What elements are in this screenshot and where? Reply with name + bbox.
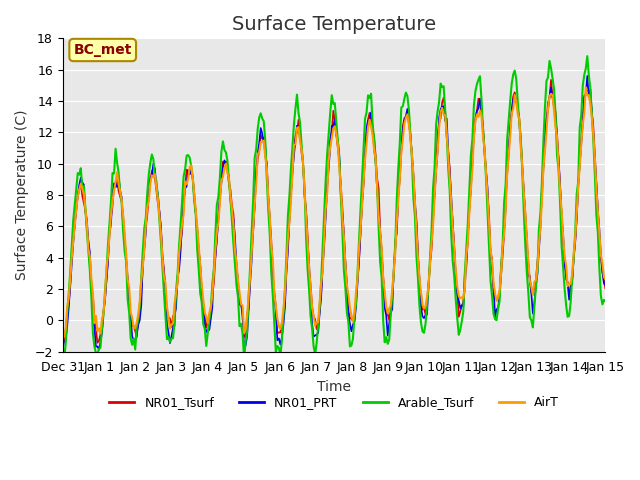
NR01_Tsurf [250,229,257,235]
AirT [239,303,246,309]
NR01_PRT [602,282,609,288]
AirT [296,139,304,144]
NR01_Tsurf [222,158,230,164]
X-axis label: Time: Time [317,380,351,394]
NR01_PRT [250,228,257,233]
Title: Surface Temperature: Surface Temperature [232,15,436,34]
Arable_Tsurf [298,142,305,147]
Line: NR01_Tsurf: NR01_Tsurf [63,80,605,343]
Arable_Tsurf [250,197,257,203]
AirT [125,284,133,290]
NR01_PRT [573,215,580,221]
Arable_Tsurf [222,150,230,156]
AirT [59,336,67,342]
Arable_Tsurf [59,353,67,359]
Y-axis label: Surface Temperature (C): Surface Temperature (C) [15,110,29,280]
NR01_PRT [127,314,134,320]
Legend: NR01_Tsurf, NR01_PRT, Arable_Tsurf, AirT: NR01_Tsurf, NR01_PRT, Arable_Tsurf, AirT [104,391,564,414]
NR01_Tsurf [602,286,609,292]
NR01_PRT [59,346,67,352]
Arable_Tsurf [240,356,248,361]
AirT [221,165,228,171]
Line: AirT: AirT [63,87,605,339]
AirT [602,276,609,282]
Arable_Tsurf [602,299,609,304]
Arable_Tsurf [584,53,591,59]
NR01_Tsurf [547,77,555,83]
AirT [582,84,589,90]
NR01_Tsurf [298,150,305,156]
AirT [572,234,579,240]
NR01_PRT [222,162,230,168]
NR01_PRT [298,144,305,150]
NR01_Tsurf [240,333,248,338]
AirT [248,250,255,255]
NR01_Tsurf [574,185,582,191]
NR01_PRT [95,347,103,352]
Line: Arable_Tsurf: Arable_Tsurf [63,56,605,360]
Line: NR01_PRT: NR01_PRT [63,76,605,349]
NR01_PRT [240,345,248,350]
NR01_Tsurf [93,340,101,346]
NR01_Tsurf [59,338,67,344]
Arable_Tsurf [127,336,134,341]
Text: BC_met: BC_met [74,43,132,57]
NR01_Tsurf [127,313,134,319]
NR01_PRT [584,73,591,79]
Arable_Tsurf [60,357,68,362]
Arable_Tsurf [573,191,580,197]
